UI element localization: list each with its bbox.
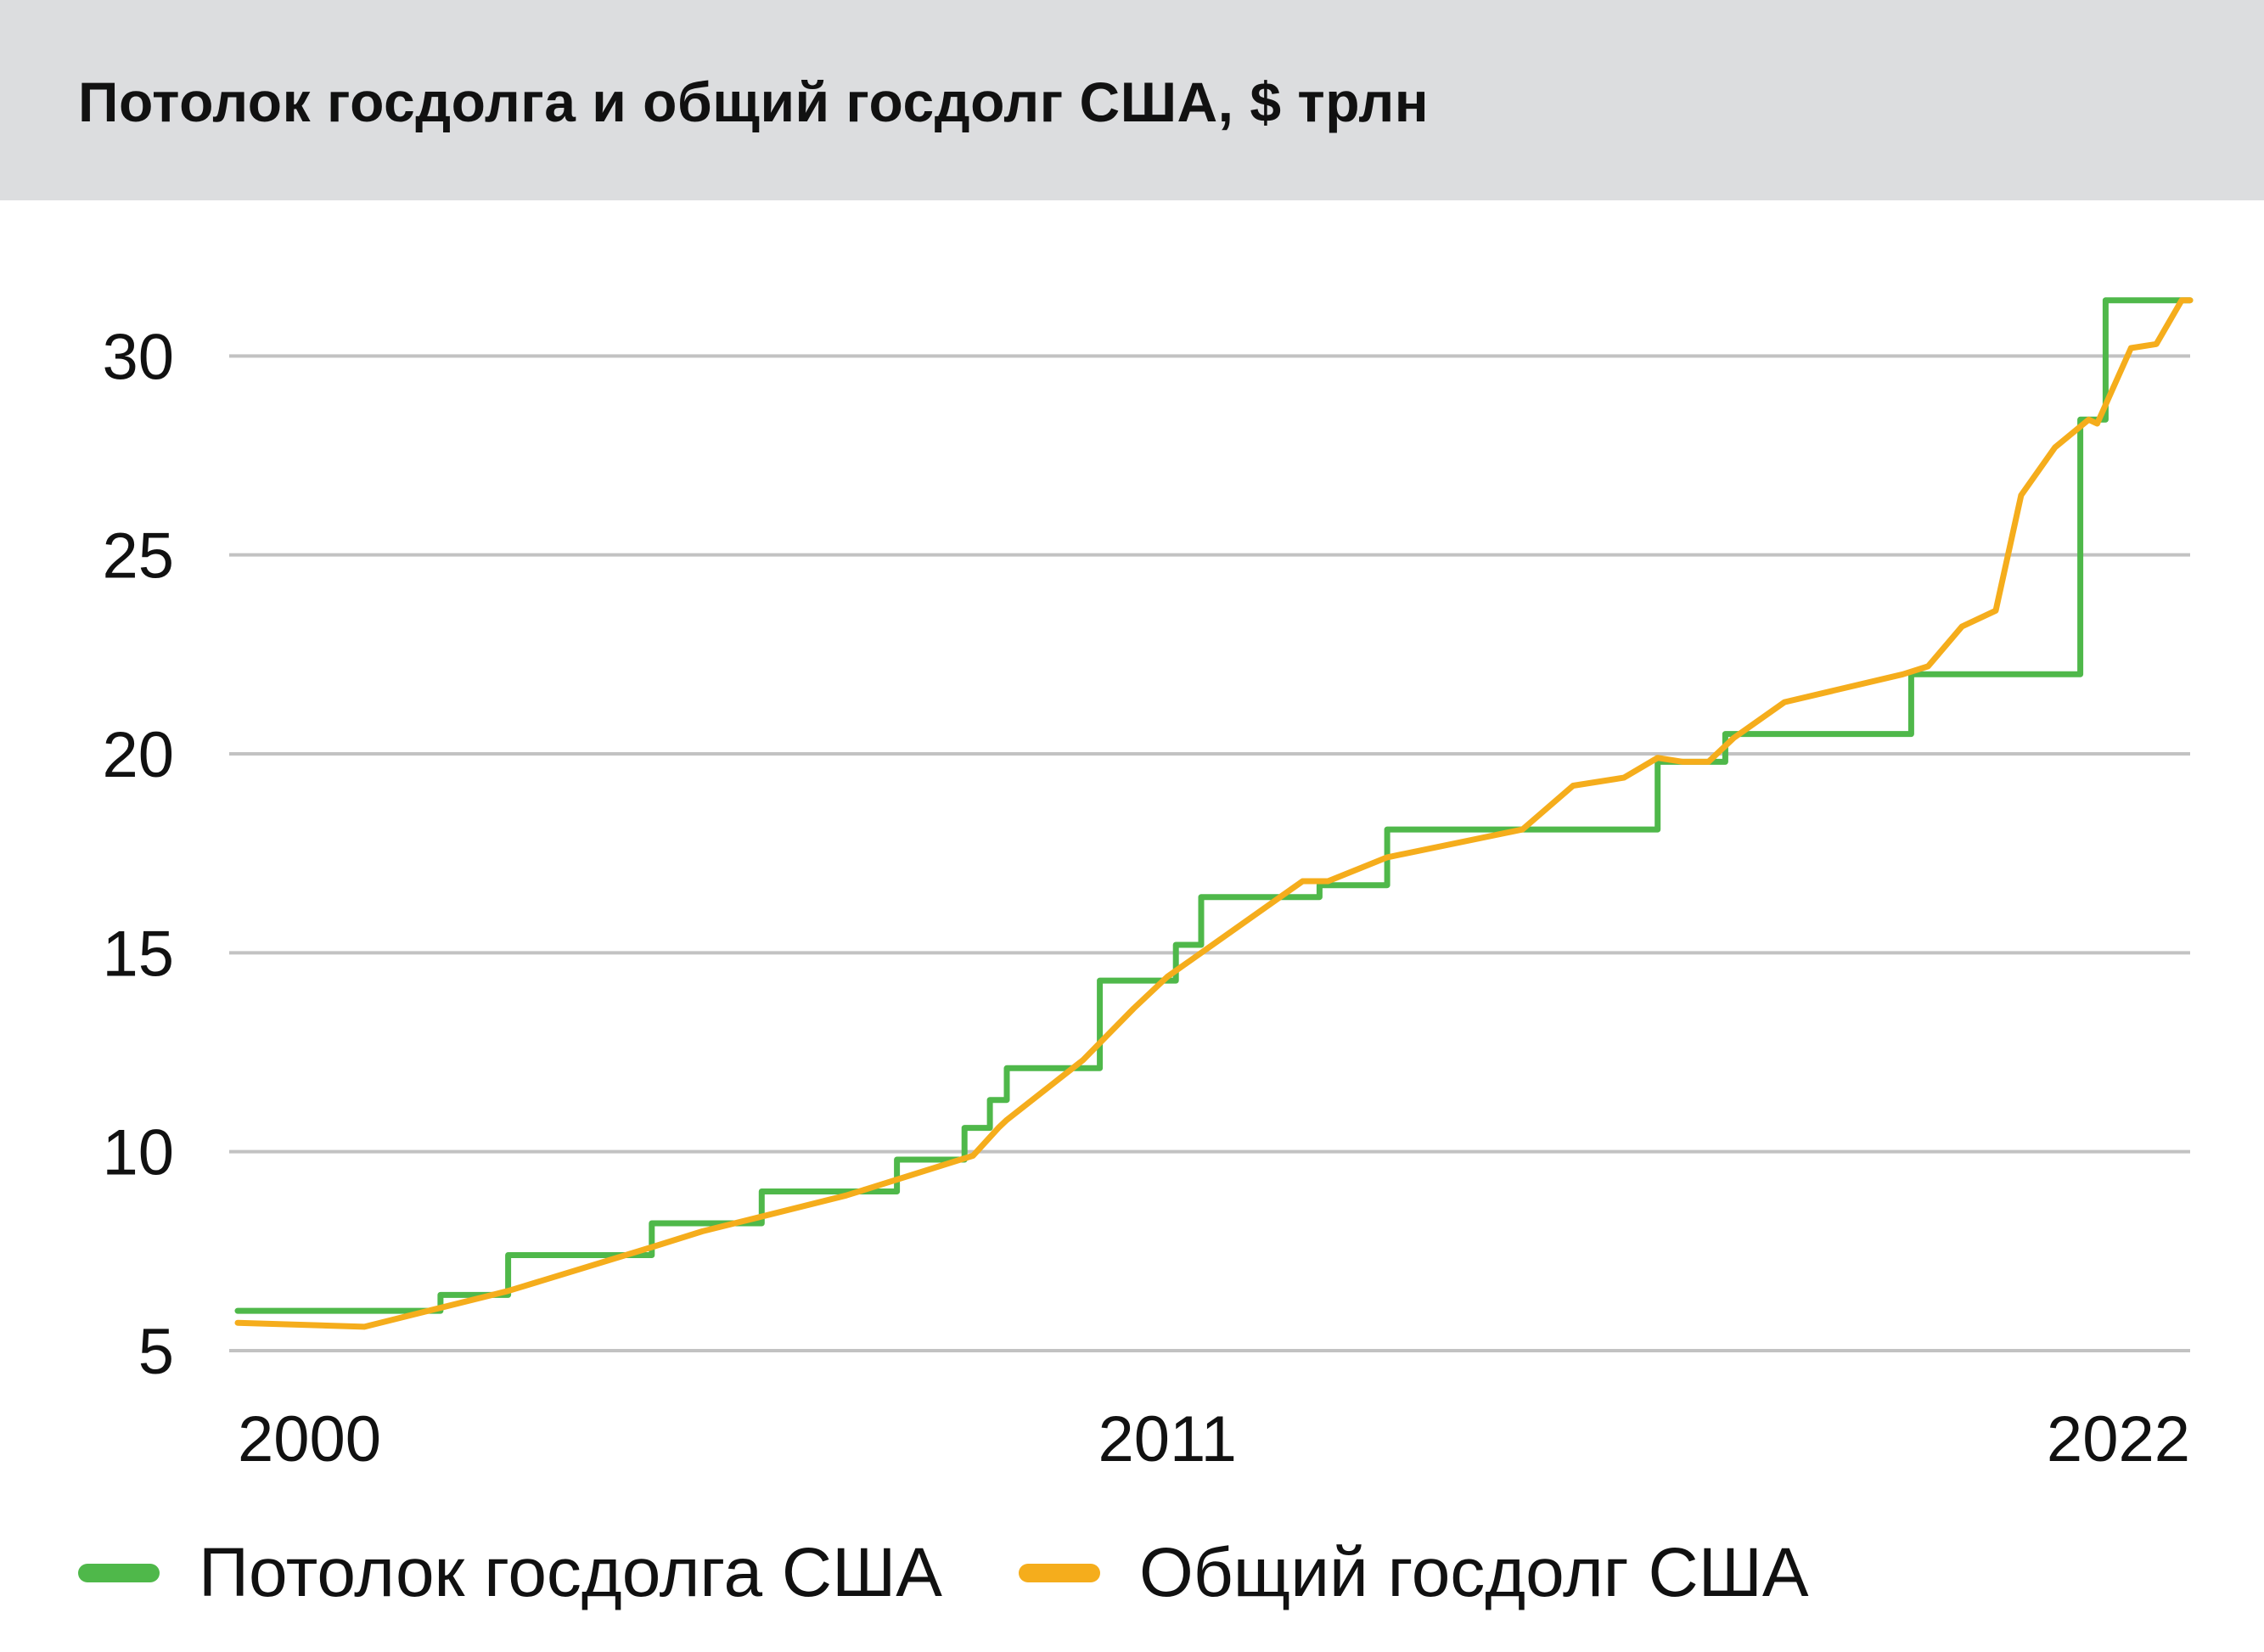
y-tick-label-10: 10 xyxy=(102,1117,174,1189)
chart-title: Потолок госдолга и общий госдолг США, $ … xyxy=(78,70,1430,133)
x-axis-ticks: 2000 2011 2022 xyxy=(238,1403,2190,1475)
legend-swatch-debt xyxy=(1018,1564,1100,1582)
y-tick-label-25: 25 xyxy=(102,520,174,593)
y-tick-label-20: 20 xyxy=(102,719,174,791)
legend-label-ceiling: Потолок госдолга США xyxy=(199,1534,942,1611)
y-tick-label-30: 30 xyxy=(102,321,174,393)
legend-item-debt: Общий госдолг США xyxy=(1018,1533,1809,1613)
legend-label-debt: Общий госдолг США xyxy=(1138,1534,1809,1611)
line-chart: 5 10 15 20 25 30 2000 2011 2022 xyxy=(102,297,2194,1475)
series-line-ceiling xyxy=(234,297,2194,1314)
x-tick-label-2011: 2011 xyxy=(1098,1403,1236,1475)
x-tick-label-2022: 2022 xyxy=(2047,1403,2190,1475)
x-tick-label-2000: 2000 xyxy=(238,1403,381,1475)
legend: Потолок госдолга США Общий госдолг США xyxy=(78,1533,1885,1613)
series-lines xyxy=(234,297,2194,1330)
title-bar: Потолок госдолга и общий госдолг США, $ … xyxy=(0,0,2264,200)
legend-item-ceiling: Потолок госдолга США xyxy=(78,1533,942,1613)
legend-swatch-ceiling xyxy=(78,1564,160,1582)
series-line-debt xyxy=(234,297,2194,1330)
y-tick-label-15: 15 xyxy=(102,918,174,990)
gridlines xyxy=(229,354,2190,1352)
y-tick-label-5: 5 xyxy=(138,1316,174,1388)
y-axis-ticks: 5 10 15 20 25 30 xyxy=(102,321,174,1388)
